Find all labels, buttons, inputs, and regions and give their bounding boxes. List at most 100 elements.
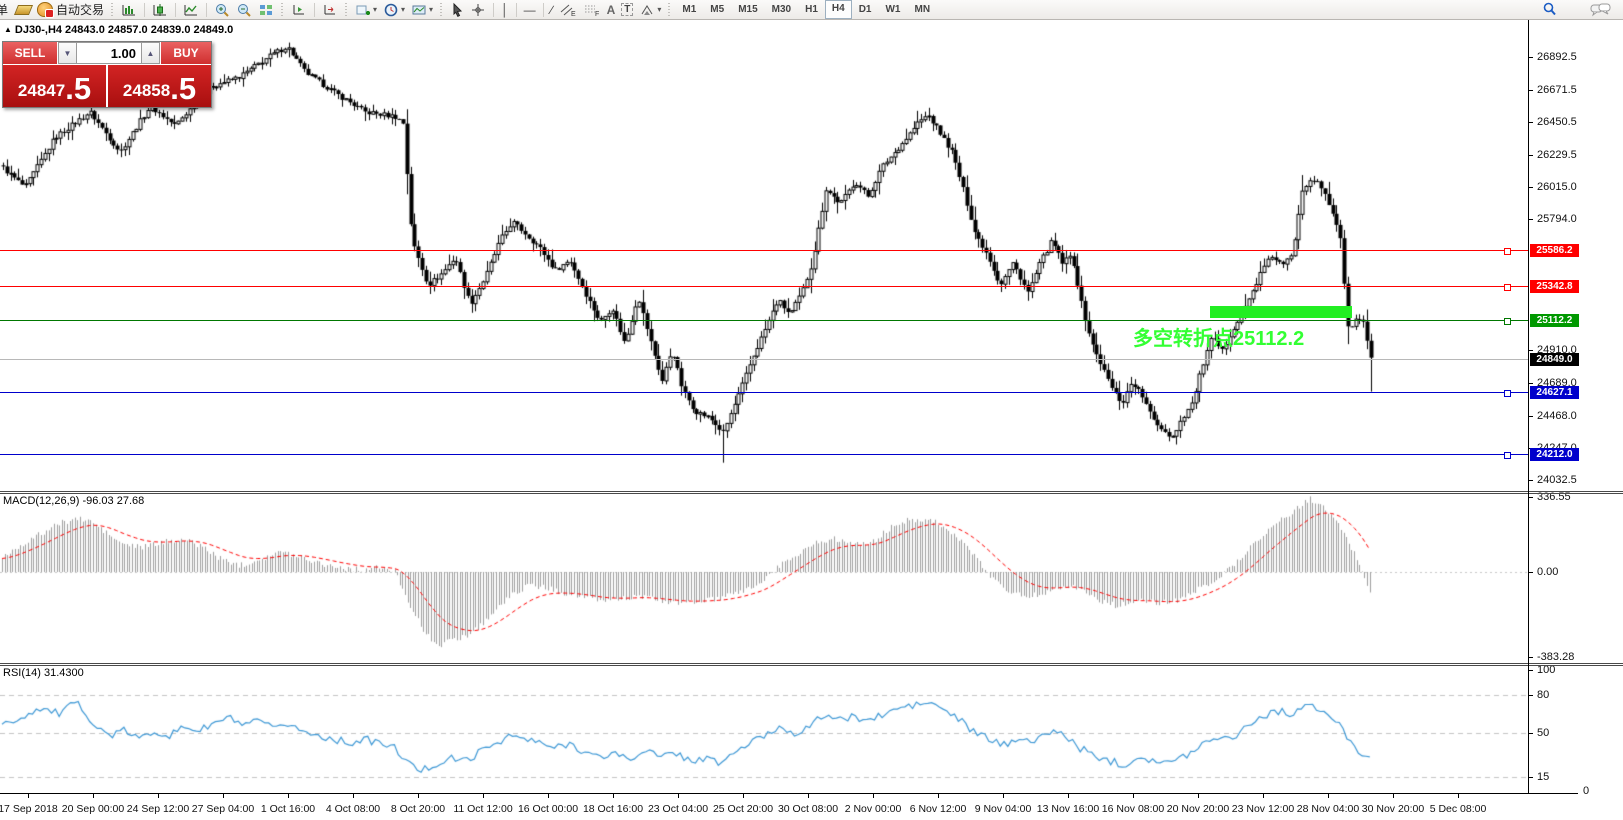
tf-button-D1[interactable]: D1 <box>858 4 872 15</box>
pane-separator[interactable] <box>0 493 1623 494</box>
time-label: 1 Oct 16:00 <box>260 803 316 815</box>
level-line-marker[interactable] <box>1504 248 1511 255</box>
level-line-marker[interactable] <box>1504 318 1511 325</box>
pane-separator[interactable] <box>0 491 1623 492</box>
volume-box: ▼ 1.00 ▲ <box>58 42 160 64</box>
pane-separator[interactable] <box>0 663 1623 664</box>
price-tick-label: 24468.0 <box>1537 410 1577 422</box>
tf-button-M30[interactable]: M30 <box>771 4 792 15</box>
time-tick-mark <box>678 793 679 798</box>
templates-button[interactable]: ▾ <box>408 1 436 18</box>
time-tick-mark <box>158 793 159 798</box>
pane-separator[interactable] <box>0 665 1623 666</box>
highlight-rectangle[interactable] <box>1210 306 1352 318</box>
trendline-tool-icon[interactable]: ∕ <box>550 2 553 17</box>
buy-price-button[interactable]: 24858.5 <box>108 65 211 107</box>
time-label: 18 Oct 16:00 <box>582 803 644 815</box>
time-tick-mark <box>808 793 809 798</box>
price-tick-label: 26450.5 <box>1537 116 1577 128</box>
chart-annotation-text[interactable]: 多空转折点25112.2 <box>1133 328 1305 350</box>
current-price-badge: 24849.0 <box>1530 353 1579 366</box>
cursor-tool-icon[interactable] <box>447 1 467 18</box>
time-label: 16 Nov 08:00 <box>1101 803 1165 815</box>
rsi-tick-mark <box>1528 733 1533 734</box>
svg-text:E: E <box>571 11 576 18</box>
level-line-marker[interactable] <box>1504 452 1511 459</box>
auto-scroll-icon[interactable] <box>288 1 310 18</box>
level-line-marker[interactable] <box>1504 390 1511 397</box>
volume-decrease-button[interactable]: ▼ <box>58 42 77 64</box>
time-tick-mark <box>353 793 354 798</box>
price-tick-mark <box>1528 219 1533 220</box>
horizontal-line-tool-icon[interactable]: — <box>523 2 536 17</box>
autotrade-label: 自动交易 <box>56 3 105 17</box>
sell-button[interactable]: SELL <box>3 42 58 64</box>
fibonacci-tool-icon[interactable]: F <box>580 1 604 18</box>
time-tick-mark <box>873 793 874 798</box>
crosshair-tool-icon[interactable] <box>467 1 489 18</box>
level-line-25342.8[interactable] <box>0 286 1528 287</box>
time-label: 5 Dec 08:00 <box>1429 803 1487 815</box>
time-label: 13 Nov 16:00 <box>1036 803 1100 815</box>
tf-button-M5[interactable]: M5 <box>710 4 725 15</box>
tf-button-H4[interactable]: H4 <box>824 0 852 19</box>
chart-shift-icon[interactable] <box>319 1 341 18</box>
level-line-marker[interactable] <box>1504 284 1511 291</box>
gold-bar-icon[interactable] <box>13 1 34 18</box>
new-order-button[interactable]: 单 <box>0 1 13 18</box>
zoom-out-icon[interactable] <box>233 1 255 18</box>
text-label-tool-icon[interactable]: T <box>618 1 636 18</box>
text-tool-icon[interactable]: A <box>606 2 616 17</box>
time-tick-mark <box>743 793 744 798</box>
level-line-25112.2[interactable] <box>0 320 1528 321</box>
level-line-24627.1[interactable] <box>0 392 1528 393</box>
time-label: 16 Oct 00:00 <box>517 803 579 815</box>
autotrade-button[interactable]: 自动交易 <box>34 1 107 18</box>
time-tick-mark <box>223 793 224 798</box>
vertical-line-tool-icon[interactable]: │ <box>501 2 509 17</box>
time-tick-mark <box>418 793 419 798</box>
rsi-tick-label: 15 <box>1537 771 1550 783</box>
tile-windows-icon[interactable] <box>255 1 277 18</box>
time-label: 24 Sep 12:00 <box>126 803 190 815</box>
sell-price-button[interactable]: 24847.5 <box>3 65 108 107</box>
level-line-24212.0[interactable] <box>0 454 1528 455</box>
volume-increase-button[interactable]: ▲ <box>141 42 160 64</box>
timeframe-group: M1 M5 M15 M30 H1 H4 D1 W1 MN <box>675 0 937 19</box>
line-chart-icon[interactable] <box>180 1 202 18</box>
autotrade-icon <box>37 2 54 18</box>
tf-button-W1[interactable]: W1 <box>885 4 901 15</box>
level-line-25586.2[interactable] <box>0 250 1528 251</box>
time-tick-mark <box>938 793 939 798</box>
time-label: 23 Oct 04:00 <box>647 803 709 815</box>
symbol-ohlc-text: DJ30-,H4 24843.0 24857.0 24839.0 24849.0 <box>14 24 234 36</box>
time-label: 8 Oct 20:00 <box>390 803 446 815</box>
price-tick-label: 25794.0 <box>1537 213 1577 225</box>
tf-button-MN[interactable]: MN <box>914 4 931 15</box>
time-tick-mark <box>288 793 289 798</box>
shapes-tool-button[interactable]: ▾ <box>636 1 664 18</box>
indicators-button[interactable]: ▾ <box>352 1 380 18</box>
bar-chart-icon[interactable] <box>118 1 140 18</box>
time-label: 20 Nov 20:00 <box>1166 803 1230 815</box>
chat-icon[interactable] <box>1587 1 1615 18</box>
main-toolbar: 单 自动交易 ▾ ▾ ▾ │ — ∕ E F A T ▾ M1 M5 M15 M30 H… <box>0 0 1623 20</box>
time-label: 20 Sep 00:00 <box>61 803 125 815</box>
tf-button-M1[interactable]: M1 <box>682 4 697 15</box>
tf-button-M15[interactable]: M15 <box>738 4 758 15</box>
tf-button-H1[interactable]: H1 <box>805 4 818 15</box>
zoom-in-icon[interactable] <box>211 1 233 18</box>
volume-input[interactable]: 1.00 <box>77 42 141 64</box>
candlestick-chart-icon[interactable] <box>149 1 171 18</box>
periods-button[interactable]: ▾ <box>380 1 408 18</box>
time-label: 9 Nov 04:00 <box>974 803 1032 815</box>
buy-button[interactable]: BUY <box>160 42 211 64</box>
time-tick-mark <box>93 793 94 798</box>
toolbar-grip <box>667 2 673 17</box>
channel-tool-icon[interactable]: E <box>556 1 580 18</box>
rsi-tick-mark <box>1528 777 1533 778</box>
price-tick-mark <box>1528 122 1533 123</box>
search-icon[interactable] <box>1538 1 1561 18</box>
macd-tick-label: 336.55 <box>1537 491 1571 503</box>
